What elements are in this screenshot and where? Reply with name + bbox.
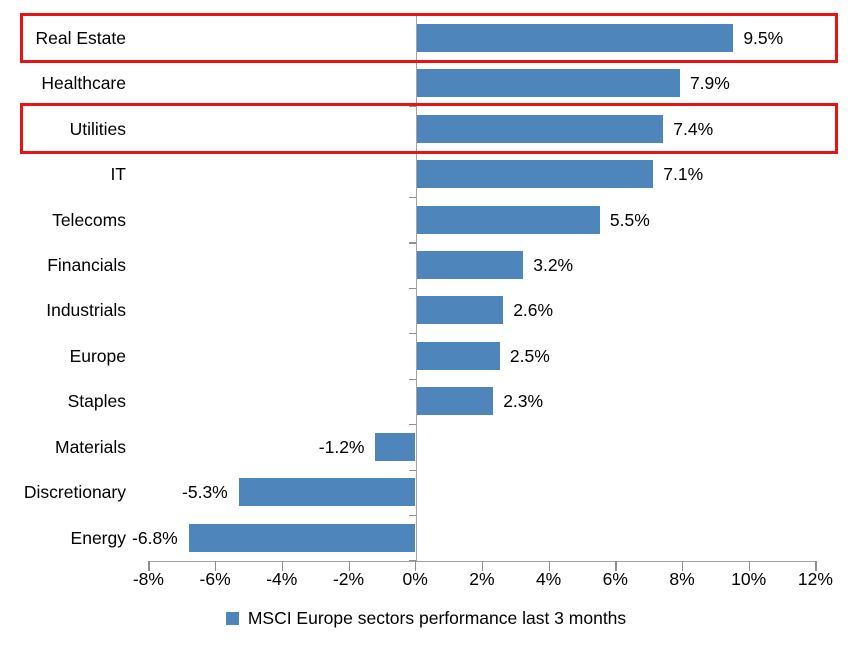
x-tick-label: 2% bbox=[469, 569, 495, 589]
bar bbox=[188, 523, 416, 552]
value-axis-tick bbox=[215, 560, 217, 571]
value-label: 7.1% bbox=[663, 164, 704, 185]
category-label: Financials bbox=[47, 254, 126, 275]
bar bbox=[238, 478, 416, 507]
value-axis-tick bbox=[281, 560, 284, 571]
x-tick-label: -6% bbox=[199, 569, 231, 589]
value-axis-tick bbox=[548, 560, 550, 571]
category-label: Healthcare bbox=[41, 73, 126, 94]
value-label: 3.2% bbox=[533, 254, 574, 275]
category-axis-tick bbox=[408, 15, 416, 17]
value-label: -1.2% bbox=[318, 436, 365, 457]
category-label: Utilities bbox=[69, 118, 126, 139]
category-axis-tick bbox=[408, 105, 416, 108]
category-label: Europe bbox=[69, 345, 126, 366]
bar bbox=[416, 205, 600, 234]
value-label: 7.4% bbox=[673, 118, 714, 139]
category-axis-tick bbox=[408, 514, 416, 517]
category-label: Materials bbox=[55, 436, 126, 457]
legend-label: MSCI Europe sectors performance last 3 m… bbox=[247, 608, 627, 628]
value-axis-tick bbox=[748, 560, 750, 571]
value-label: 7.9% bbox=[689, 73, 730, 94]
bar bbox=[416, 296, 504, 325]
x-tick-label: -8% bbox=[132, 569, 164, 589]
x-tick-label: 6% bbox=[602, 569, 628, 589]
value-axis-tick bbox=[415, 560, 417, 571]
x-tick-label: 10% bbox=[731, 569, 767, 589]
category-label: Industrials bbox=[46, 300, 126, 321]
bar bbox=[416, 23, 734, 52]
bar bbox=[416, 341, 500, 370]
category-axis-tick bbox=[408, 378, 416, 380]
value-axis-tick bbox=[148, 560, 150, 571]
x-tick-label: 0% bbox=[402, 569, 428, 589]
category-label: Discretionary bbox=[23, 482, 126, 503]
x-tick-label: 8% bbox=[669, 569, 695, 589]
x-tick-label: -4% bbox=[266, 569, 298, 589]
value-label: -5.3% bbox=[182, 482, 228, 503]
bar bbox=[416, 160, 654, 189]
category-axis-tick bbox=[408, 287, 416, 289]
category-axis-tick bbox=[408, 242, 416, 244]
value-axis-tick bbox=[481, 560, 484, 571]
value-label: 5.5% bbox=[609, 209, 650, 230]
value-label: 2.6% bbox=[513, 300, 554, 321]
legend-swatch-icon bbox=[225, 612, 239, 625]
category-axis-tick bbox=[408, 60, 416, 62]
category-label: IT bbox=[110, 164, 126, 185]
x-tick-label: -2% bbox=[332, 569, 365, 589]
category-axis-tick bbox=[408, 333, 416, 335]
category-label: Telecoms bbox=[52, 209, 126, 230]
value-label: 9.5% bbox=[743, 27, 784, 48]
x-tick-label: 4% bbox=[535, 569, 562, 589]
category-label: Staples bbox=[67, 391, 126, 412]
legend: MSCI Europe sectors performance last 3 m… bbox=[0, 608, 852, 629]
category-label: Energy bbox=[70, 527, 126, 548]
bar bbox=[416, 250, 524, 279]
value-axis-tick bbox=[682, 560, 684, 571]
value-label: -6.8% bbox=[132, 527, 178, 548]
bar bbox=[375, 432, 416, 461]
category-axis-tick bbox=[408, 424, 416, 426]
bar bbox=[416, 114, 664, 143]
bar bbox=[416, 69, 680, 98]
category-axis-tick bbox=[408, 196, 416, 199]
x-tick-label: 12% bbox=[797, 569, 833, 589]
category-axis-tick bbox=[408, 469, 416, 471]
category-axis-tick bbox=[408, 151, 416, 153]
value-axis-tick bbox=[815, 560, 817, 571]
category-axis-line bbox=[415, 15, 417, 561]
value-axis-tick bbox=[615, 560, 617, 571]
value-label: 2.5% bbox=[509, 345, 550, 366]
value-label: 2.3% bbox=[503, 391, 544, 412]
bar bbox=[416, 387, 494, 416]
value-axis-tick bbox=[348, 560, 350, 571]
category-label: Real Estate bbox=[35, 27, 126, 48]
